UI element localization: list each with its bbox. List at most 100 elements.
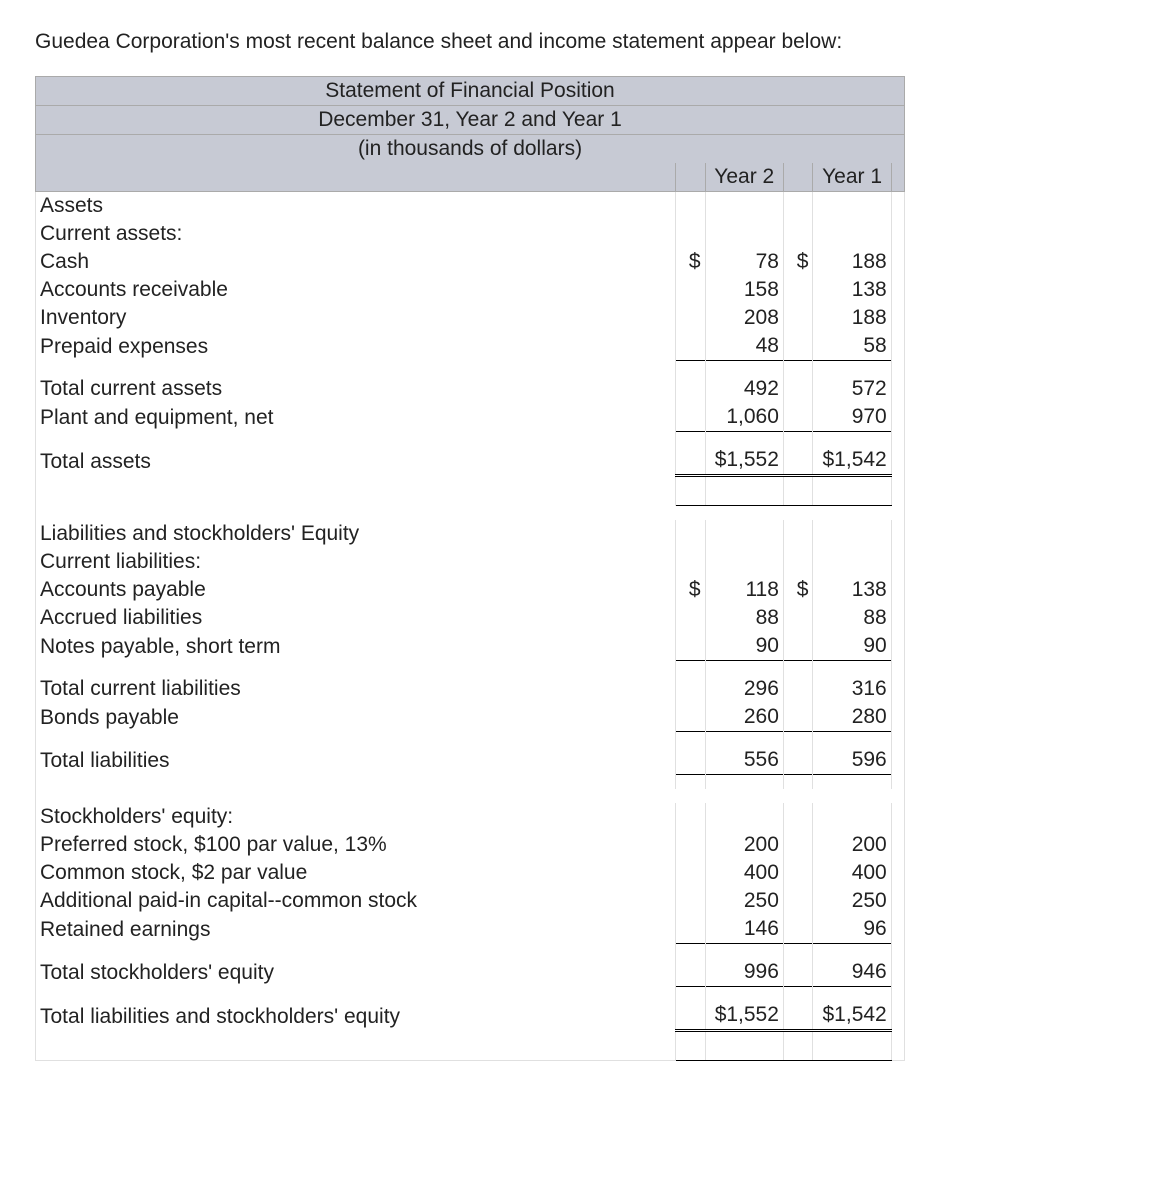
row-tca: Total current assets xyxy=(36,375,676,403)
cell: 146 xyxy=(705,915,783,944)
cell: 492 xyxy=(705,375,783,403)
cell: 572 xyxy=(813,375,891,403)
cell: $ xyxy=(676,248,706,276)
row-common: Common stock, $2 par value xyxy=(36,859,676,887)
cell xyxy=(676,675,706,703)
row-bonds: Bonds payable xyxy=(36,703,676,732)
col-year2: Year 2 xyxy=(705,163,783,192)
cell xyxy=(676,403,706,432)
cell xyxy=(676,915,706,944)
cell xyxy=(783,915,813,944)
row-cash: Cash xyxy=(36,248,676,276)
cell xyxy=(676,703,706,732)
row-re: Retained earnings xyxy=(36,915,676,944)
cell xyxy=(783,304,813,332)
cell xyxy=(783,632,813,661)
row-tlse: Total liabilities and stockholders' equi… xyxy=(36,1001,676,1031)
section-se: Stockholders' equity: xyxy=(36,803,676,831)
cell: 200 xyxy=(705,831,783,859)
row-tcl: Total current liabilities xyxy=(36,675,676,703)
cell xyxy=(783,831,813,859)
cell: 1,060 xyxy=(705,403,783,432)
cell: 200 xyxy=(813,831,891,859)
cell xyxy=(783,675,813,703)
table-title-3: (in thousands of dollars) xyxy=(36,135,905,164)
row-apic: Additional paid-in capital--common stock xyxy=(36,887,676,915)
financial-statement-table: Statement of Financial Position December… xyxy=(35,76,905,1061)
cell: $1,552 xyxy=(705,1001,783,1031)
row-accr: Accrued liabilities xyxy=(36,604,676,632)
cell: 996 xyxy=(705,958,783,987)
cell: 280 xyxy=(813,703,891,732)
col-year1: Year 1 xyxy=(813,163,891,192)
section-cl: Current liabilities: xyxy=(36,548,676,576)
cell: $ xyxy=(676,576,706,604)
cell xyxy=(676,746,706,775)
intro-text: Guedea Corporation's most recent balance… xyxy=(35,30,1119,54)
cell: 316 xyxy=(813,675,891,703)
section-current-assets: Current assets: xyxy=(36,220,676,248)
cell: 250 xyxy=(705,887,783,915)
cell: 296 xyxy=(705,675,783,703)
cell xyxy=(676,958,706,987)
cell: 48 xyxy=(705,332,783,361)
cell xyxy=(676,887,706,915)
table-title-2: December 31, Year 2 and Year 1 xyxy=(36,106,905,135)
col-blank xyxy=(36,163,676,192)
cell xyxy=(676,446,706,476)
cell: $ xyxy=(783,576,813,604)
cell: 250 xyxy=(813,887,891,915)
cell: 260 xyxy=(705,703,783,732)
cell: 138 xyxy=(813,576,891,604)
cell: 596 xyxy=(813,746,891,775)
cell xyxy=(783,1001,813,1031)
cell: $1,542 xyxy=(813,1001,891,1031)
cell: 58 xyxy=(813,332,891,361)
cell: 158 xyxy=(705,276,783,304)
cell xyxy=(783,604,813,632)
row-inventory: Inventory xyxy=(36,304,676,332)
cell xyxy=(783,746,813,775)
cell: 118 xyxy=(705,576,783,604)
cell xyxy=(783,859,813,887)
cell xyxy=(676,332,706,361)
cell: $1,552 xyxy=(705,446,783,476)
cell xyxy=(676,1001,706,1031)
cell: $ xyxy=(783,248,813,276)
row-np: Notes payable, short term xyxy=(36,632,676,661)
row-tl: Total liabilities xyxy=(36,746,676,775)
cell xyxy=(676,304,706,332)
cell: 946 xyxy=(813,958,891,987)
cell: 90 xyxy=(705,632,783,661)
cell xyxy=(676,632,706,661)
cell xyxy=(676,831,706,859)
section-assets: Assets xyxy=(36,192,676,221)
section-lse: Liabilities and stockholders' Equity xyxy=(36,520,676,548)
row-prepaid: Prepaid expenses xyxy=(36,332,676,361)
cell xyxy=(783,375,813,403)
cell: 400 xyxy=(813,859,891,887)
cell xyxy=(676,604,706,632)
cell xyxy=(676,276,706,304)
cell xyxy=(783,887,813,915)
row-ppe: Plant and equipment, net xyxy=(36,403,676,432)
table-title-1: Statement of Financial Position xyxy=(36,77,905,106)
cell: $1,542 xyxy=(813,446,891,476)
row-ap: Accounts payable xyxy=(36,576,676,604)
cell xyxy=(676,375,706,403)
cell: 208 xyxy=(705,304,783,332)
row-ar: Accounts receivable xyxy=(36,276,676,304)
row-tse: Total stockholders' equity xyxy=(36,958,676,987)
cell: 188 xyxy=(813,304,891,332)
cell: 970 xyxy=(813,403,891,432)
cell xyxy=(783,446,813,476)
row-total-assets: Total assets xyxy=(36,446,676,476)
cell: 90 xyxy=(813,632,891,661)
cell: 138 xyxy=(813,276,891,304)
cell xyxy=(783,276,813,304)
cell xyxy=(676,859,706,887)
row-pref: Preferred stock, $100 par value, 13% xyxy=(36,831,676,859)
cell: 96 xyxy=(813,915,891,944)
cell xyxy=(783,703,813,732)
cell xyxy=(783,403,813,432)
